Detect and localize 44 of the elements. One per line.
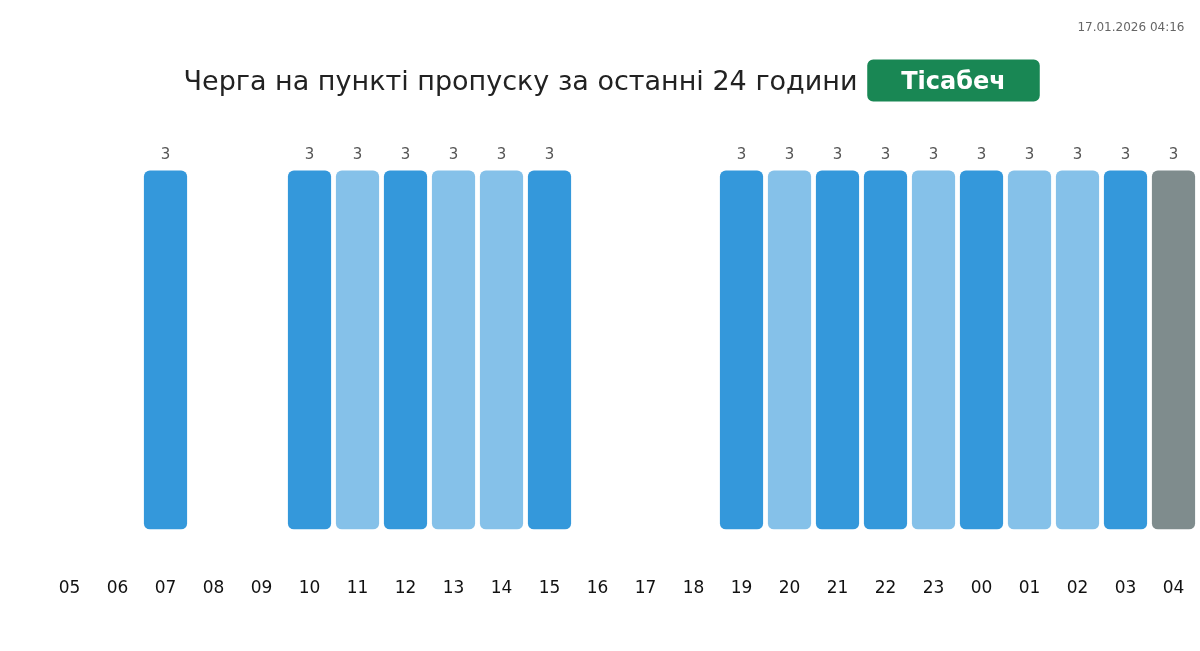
x-tick-label: 01 [1018, 576, 1041, 597]
data-label: 3 [1120, 144, 1131, 163]
x-tick-label: 02 [1066, 576, 1089, 597]
data-label: 3 [496, 144, 507, 163]
x-tick-label: 20 [778, 576, 801, 597]
x-tick-label: 15 [538, 576, 561, 597]
x-tick-label: 11 [346, 576, 369, 597]
x-tick-label: 19 [730, 576, 753, 597]
x-tick-label: 22 [874, 576, 897, 597]
data-label: 3 [352, 144, 363, 163]
data-label: 3 [544, 144, 555, 163]
x-tick-label: 14 [490, 576, 513, 597]
chart-subtitle: Тісабеч [901, 66, 1006, 95]
data-label: 3 [304, 144, 315, 163]
x-tick-label: 16 [586, 576, 609, 597]
x-tick-label: 12 [394, 576, 417, 597]
data-label: 3 [1072, 144, 1083, 163]
data-label: 3 [1168, 144, 1179, 163]
x-tick-label: 10 [298, 576, 321, 597]
data-label: 3 [832, 144, 843, 163]
data-label: 3 [880, 144, 891, 163]
x-tick-label: 23 [922, 576, 945, 597]
data-label: 3 [736, 144, 747, 163]
x-tick-label: 05 [58, 576, 81, 597]
chart-title: Черга на пункті пропуску за останні 24 години [183, 65, 858, 96]
text: 17.01.2026 04:16 [1077, 19, 1185, 34]
data-label: 3 [976, 144, 987, 163]
data-label: 3 [928, 144, 939, 163]
x-tick-label: 07 [154, 576, 177, 597]
data-label: 3 [784, 144, 795, 163]
x-tick-label: 13 [442, 576, 465, 597]
data-label: 3 [160, 144, 171, 163]
data-label: 3 [400, 144, 411, 163]
x-tick-label: 03 [1114, 576, 1137, 597]
x-tick-label: 00 [970, 576, 993, 597]
data-label: 3 [448, 144, 459, 163]
data-label: 3 [1024, 144, 1035, 163]
x-tick-label: 06 [106, 576, 129, 597]
x-tick-label: 21 [826, 576, 849, 597]
x-tick-label: 17 [634, 576, 657, 597]
x-tick-label: 08 [202, 576, 225, 597]
x-tick-label: 04 [1162, 576, 1185, 597]
x-tick-label: 18 [682, 576, 705, 597]
x-tick-label: 09 [250, 576, 273, 597]
